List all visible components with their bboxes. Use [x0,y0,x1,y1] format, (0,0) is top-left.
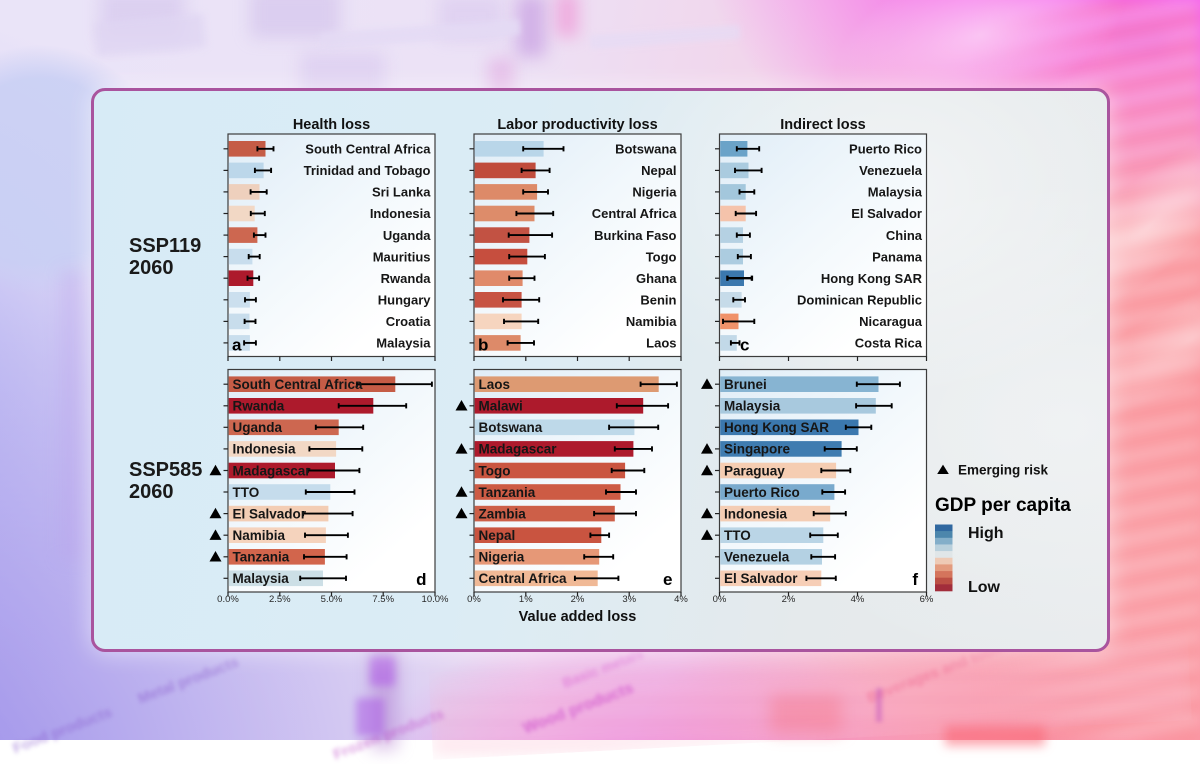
svg-text:2.5%: 2.5% [269,594,291,605]
svg-text:Zambia: Zambia [479,506,527,521]
svg-text:Trinidad and Tobago: Trinidad and Tobago [304,163,431,178]
svg-text:Laos: Laos [479,377,511,392]
svg-text:Burkina Faso: Burkina Faso [594,228,676,243]
svg-text:Hungary: Hungary [378,293,432,308]
svg-text:0.0%: 0.0% [217,594,239,605]
svg-text:Rwanda: Rwanda [381,271,432,286]
svg-text:GDP per capita: GDP per capita [935,495,1071,516]
svg-text:a: a [232,336,242,355]
svg-text:Togo: Togo [479,463,511,478]
svg-text:SSP585: SSP585 [129,459,202,481]
svg-text:Indirect loss: Indirect loss [780,117,865,133]
svg-text:Botswana: Botswana [615,142,677,157]
svg-text:2060: 2060 [129,481,174,503]
svg-text:Puerto Rico: Puerto Rico [849,142,922,157]
svg-text:Ghana: Ghana [636,271,677,286]
svg-text:Benin: Benin [640,293,676,308]
svg-text:Tanzania: Tanzania [233,550,290,565]
svg-text:b: b [478,336,488,355]
svg-text:10.0%: 10.0% [422,594,449,605]
svg-text:El Salvador: El Salvador [851,206,922,221]
svg-text:Croatia: Croatia [386,314,432,329]
svg-text:High: High [968,525,1004,542]
svg-text:Namibia: Namibia [626,314,677,329]
svg-text:0%: 0% [467,594,481,605]
svg-text:Nigeria: Nigeria [479,550,525,565]
svg-text:Nicaragua: Nicaragua [859,314,923,329]
svg-text:Costa Rica: Costa Rica [855,336,923,351]
svg-text:Central Africa: Central Africa [479,571,568,586]
svg-text:Indonesia: Indonesia [724,506,788,521]
svg-text:Rwanda: Rwanda [233,399,285,414]
svg-text:f: f [912,570,918,589]
svg-text:6%: 6% [920,594,934,605]
svg-text:Paraguay: Paraguay [724,463,785,478]
svg-text:Hong Kong SAR: Hong Kong SAR [724,420,829,435]
svg-text:Value added loss: Value added loss [519,609,637,625]
svg-text:Health loss: Health loss [293,117,370,133]
svg-text:2%: 2% [782,594,796,605]
svg-text:Panama: Panama [872,249,923,264]
svg-text:Low: Low [968,579,1001,596]
svg-text:e: e [663,570,672,589]
svg-text:Singapore: Singapore [724,442,791,457]
svg-text:Namibia: Namibia [233,528,286,543]
svg-text:South Central Africa: South Central Africa [305,142,431,157]
svg-text:TTO: TTO [724,528,751,543]
svg-text:SSP119: SSP119 [129,235,201,257]
svg-text:Venezuela: Venezuela [859,163,923,178]
svg-text:Uganda: Uganda [233,420,283,435]
svg-text:1%: 1% [519,594,533,605]
svg-text:2%: 2% [571,594,585,605]
svg-text:Mauritius: Mauritius [373,249,431,264]
svg-text:TTO: TTO [233,485,260,500]
svg-text:China: China [886,228,923,243]
svg-text:0%: 0% [713,594,727,605]
svg-text:7.5%: 7.5% [372,594,394,605]
svg-text:El Salvador: El Salvador [724,571,798,586]
svg-text:2060: 2060 [129,257,174,279]
svg-text:Nepal: Nepal [479,528,516,543]
svg-text:Malaysia: Malaysia [376,336,431,351]
svg-text:Hong Kong SAR: Hong Kong SAR [821,271,923,286]
svg-text:Dominican Republic: Dominican Republic [797,293,922,308]
svg-text:Malaysia: Malaysia [724,399,781,414]
svg-text:Uganda: Uganda [383,228,431,243]
svg-text:Sri Lanka: Sri Lanka [372,185,431,200]
svg-text:Togo: Togo [646,249,677,264]
svg-text:c: c [740,336,749,355]
svg-text:4%: 4% [674,594,688,605]
svg-text:4%: 4% [851,594,865,605]
svg-text:Tanzania: Tanzania [479,485,536,500]
svg-text:Venezuela: Venezuela [724,550,790,565]
svg-text:El Salvador: El Salvador [233,506,307,521]
svg-text:Labor productivity loss: Labor productivity loss [497,117,657,133]
svg-text:Nepal: Nepal [641,163,676,178]
svg-text:Malaysia: Malaysia [233,571,290,586]
svg-text:Indonesia: Indonesia [233,442,297,457]
svg-text:Emerging risk: Emerging risk [958,463,1049,478]
svg-text:Indonesia: Indonesia [370,206,431,221]
svg-text:3%: 3% [622,594,636,605]
svg-text:South Central Africa: South Central Africa [233,377,364,392]
svg-text:Botswana: Botswana [479,420,543,435]
svg-text:Malaysia: Malaysia [868,185,923,200]
svg-text:d: d [416,570,426,589]
svg-text:Nigeria: Nigeria [632,185,677,200]
svg-text:Madagascar: Madagascar [479,442,558,457]
svg-text:5.0%: 5.0% [321,594,343,605]
svg-text:Madagascar: Madagascar [233,463,312,478]
svg-text:Central Africa: Central Africa [592,206,678,221]
svg-text:Laos: Laos [646,336,676,351]
svg-text:Brunei: Brunei [724,377,767,392]
svg-text:Puerto Rico: Puerto Rico [724,485,800,500]
svg-text:Malawi: Malawi [479,399,523,414]
